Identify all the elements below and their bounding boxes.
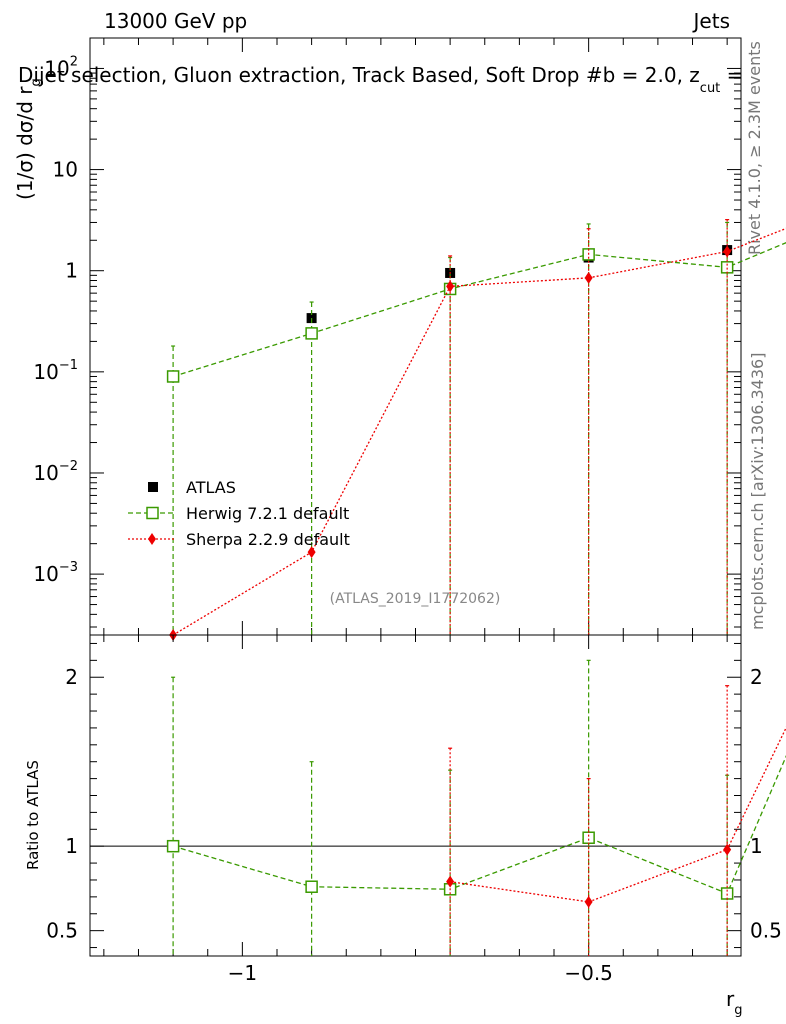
sherpa-marker [307, 546, 316, 559]
ratio-y-tick-label-right: 2 [750, 665, 763, 689]
series-line [172, 242, 786, 378]
ratio-y-tick-label-right: 0.5 [750, 919, 782, 943]
herwig-marker [720, 887, 734, 900]
herwig-marker [166, 839, 180, 853]
ratio-axis-ticks: 0.5 0.5 1 1 2 2 −1 −0.5 [46, 635, 782, 985]
legend-sherpa-marker [148, 533, 156, 545]
main-y-axis-label-text: (1/σ) dσ/d r [13, 86, 37, 200]
mcplots-label: mcplots.cern.ch [arXiv:1306.3436] [748, 353, 767, 630]
main-y-tick-label-base: 10 [44, 56, 69, 80]
legend-label: Sherpa 2.2.9 default [186, 530, 350, 549]
main-y-tick-label-base: 10 [33, 360, 58, 384]
main-y-tick-label-base: 10 [33, 562, 58, 586]
main-y-tick-label-exp: −1 [59, 358, 78, 373]
main-y-tick-label: 10−1 [33, 358, 78, 384]
herwig-marker [305, 880, 318, 893]
ref-tag: (ATLAS_2019_I1772062) [330, 591, 501, 607]
ratio-panel: 0.5 0.5 1 1 2 2 −1 −0.5 Ratio to ATLAS rg [24, 634, 786, 1018]
ratio-frame [89, 634, 742, 957]
main-y-axis-label: (1/σ) dσ/d rg [13, 78, 44, 200]
rivet-label: Rivet 4.1.0, ≥ 2.3M events [745, 41, 764, 255]
sherpa-marker [723, 245, 732, 258]
main-series-group [166, 219, 786, 641]
ratio-y-axis-label: Ratio to ATLAS [24, 760, 42, 870]
herwig-marker [582, 831, 595, 844]
legend-atlas-marker [148, 482, 158, 492]
sherpa-marker [446, 280, 455, 293]
main-y-tick-label: 1 [65, 259, 78, 283]
ratio-series-group [166, 659, 786, 956]
legend-herwig-marker [146, 506, 159, 520]
main-y-tick-label-base: 1 [65, 259, 78, 283]
sherpa-marker [446, 875, 455, 888]
ratio-y-tick-label-left: 0.5 [46, 919, 78, 943]
main-y-tick-label: 10 [53, 158, 78, 182]
main-y-tick-label: 10−3 [33, 560, 78, 586]
sherpa-marker [584, 271, 593, 284]
main-y-tick-label-base: 10 [33, 461, 58, 485]
main-y-tick-label-exp: 2 [70, 54, 78, 69]
series-line [450, 726, 786, 903]
herwig-marker [720, 261, 734, 274]
plot-title-tail: = [720, 63, 743, 87]
main-y-tick-label-exp: −2 [59, 459, 78, 474]
x-axis-label-text: r [726, 987, 735, 1011]
herwig-marker [305, 327, 318, 340]
x-axis-label-sub: g [734, 1003, 742, 1018]
main-y-tick-label-base: 10 [53, 158, 78, 182]
x-axis-label: rg [726, 987, 743, 1018]
legend: ATLAS Herwig 7.2.1 default Sherpa 2.2.9 de… [128, 478, 350, 549]
ratio-y-tick-label-left: 1 [65, 834, 78, 858]
herwig-marker [166, 370, 180, 383]
plot-title-main: Dijet selection, Gluon extraction, Track… [18, 63, 700, 87]
ratio-y-tick-label-right: 1 [750, 834, 763, 858]
sherpa-marker [584, 895, 593, 908]
main-y-axis-label-sub: g [29, 78, 44, 86]
series-line [172, 227, 786, 636]
main-y-tick-label-exp: −3 [59, 560, 78, 575]
main-y-tick-label: 102 [44, 54, 78, 80]
ratio-y-tick-label-left: 2 [65, 665, 78, 689]
process-label: Jets [692, 9, 730, 33]
plot-title: Dijet selection, Gluon extraction, Track… [18, 63, 743, 96]
legend-label: ATLAS [186, 478, 236, 497]
sherpa-marker [723, 843, 732, 856]
legend-label: Herwig 7.2.1 default [186, 504, 349, 523]
energy-label: 13000 GeV pp [104, 9, 247, 33]
main-y-tick-label: 10−2 [33, 459, 78, 485]
x-tick-label: −1 [228, 961, 257, 985]
plot-title-sub: cut [700, 81, 720, 96]
series-line [172, 754, 786, 895]
x-tick-label: −0.5 [564, 961, 613, 985]
